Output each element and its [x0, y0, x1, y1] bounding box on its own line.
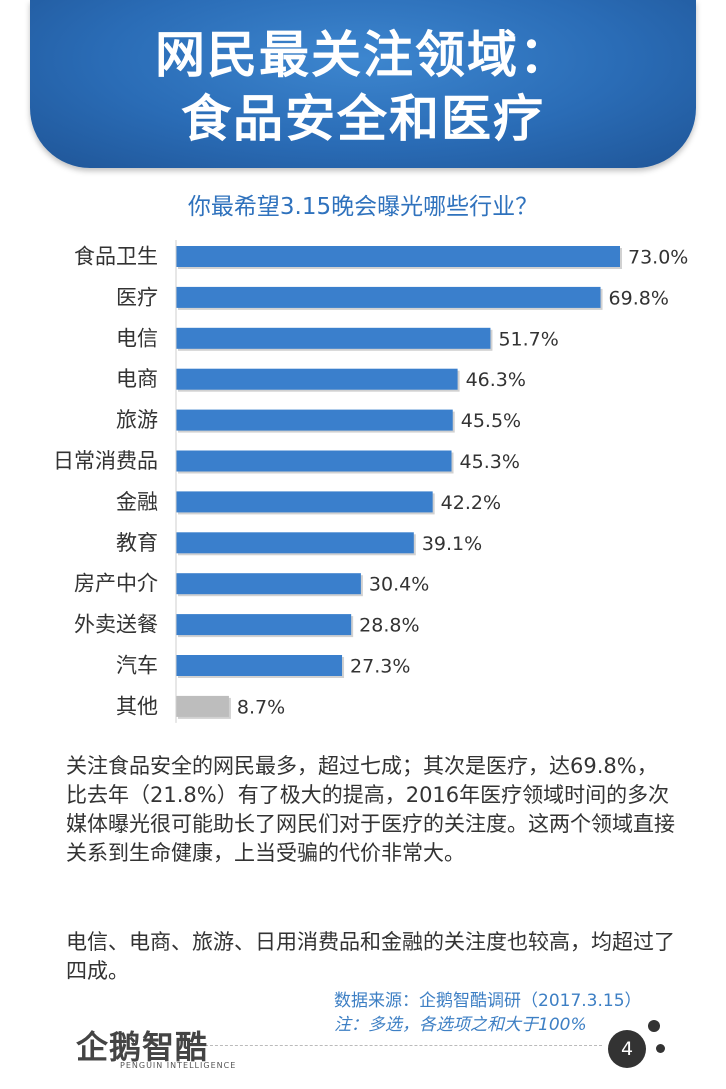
page-number-badge: 4 — [608, 1030, 646, 1068]
category-label: 教育 — [116, 531, 158, 555]
category-label: 其他 — [116, 694, 158, 718]
category-label: 食品卫生 — [74, 245, 158, 269]
bar-3 — [176, 327, 491, 349]
description-paragraph-2: 电信、电商、旅游、日用消费品和金融的关注度也较高，均超过了四成。 — [66, 930, 675, 983]
decorative-dot — [648, 1020, 660, 1032]
bar-6 — [176, 450, 452, 472]
value-label: 27.3% — [350, 656, 410, 678]
bar-9 — [176, 573, 361, 595]
brand-logo-subtitle: PENGUIN INTELLIGENCE — [120, 1061, 237, 1070]
chart-title: 你最希望3.15晚会曝光哪些行业？ — [187, 194, 539, 220]
bar-11 — [176, 655, 343, 676]
category-label: 旅游 — [116, 408, 158, 432]
value-label: 46.3% — [466, 369, 526, 391]
footer-divider — [200, 1045, 602, 1046]
category-label: 日常消费品 — [53, 449, 158, 473]
header-title-line2: 食品安全和医疗 — [181, 90, 545, 148]
value-label: 51.7% — [498, 328, 558, 350]
decorative-dot — [656, 1044, 665, 1053]
value-label: 28.8% — [359, 615, 419, 637]
category-label: 电商 — [116, 367, 158, 391]
bar-5 — [176, 409, 453, 431]
bar-4 — [176, 368, 458, 390]
category-label: 金融 — [116, 490, 158, 514]
value-label: 39.1% — [422, 533, 482, 555]
value-label: 8.7% — [237, 696, 285, 718]
brand-logo: 企鹅智酷 — [76, 1028, 209, 1066]
category-label: 汽车 — [116, 654, 158, 678]
category-label: 房产中介 — [74, 572, 158, 596]
description-paragraph-1: 关注食品安全的网民最多，超过七成；其次是医疗，达69.8%，比去年（21.8%）… — [66, 754, 675, 865]
footnote: 注：多选，各选项之和大于100% — [334, 1015, 587, 1035]
bar-12 — [176, 695, 229, 717]
bar-7 — [176, 491, 433, 513]
value-label: 30.4% — [369, 574, 429, 596]
bar-2 — [176, 286, 601, 308]
category-label: 外卖送餐 — [74, 613, 158, 637]
bar-10 — [176, 614, 352, 636]
header-banner: 网民最关注领域： 食品安全和医疗 — [30, 0, 696, 168]
value-label: 45.5% — [461, 410, 521, 432]
header-title-line1: 网民最关注领域： — [155, 26, 571, 84]
bar-8 — [176, 532, 414, 554]
value-label: 45.3% — [460, 451, 520, 473]
value-label: 73.0% — [628, 247, 688, 269]
bar-chart: 食品卫生 73.0% 医疗 69.8% 电信 51.7% 电商 46.3% 旅游 45.5% 日常消… — [53, 240, 688, 723]
bar-1 — [176, 246, 620, 267]
value-label: 42.2% — [441, 492, 501, 514]
data-source: 数据来源：企鹅智酷调研（2017.3.15） — [334, 991, 642, 1011]
value-label: 69.8% — [609, 287, 669, 309]
category-label: 医疗 — [116, 285, 158, 309]
category-label: 电信 — [116, 326, 158, 350]
